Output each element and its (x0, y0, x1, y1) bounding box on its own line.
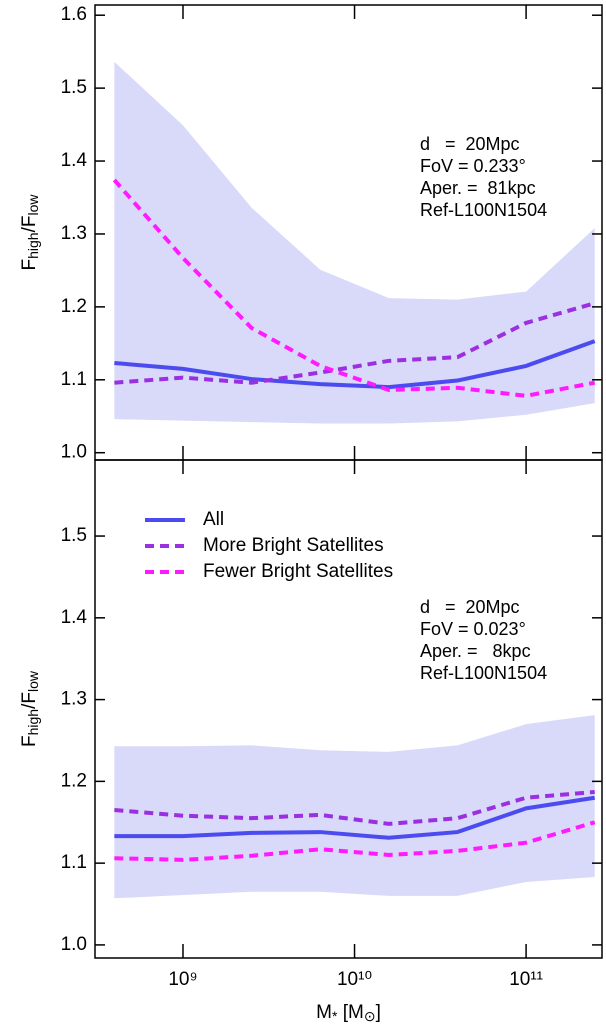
text-part: /F (19, 692, 40, 709)
legend-label: More Bright Satellites (203, 535, 384, 556)
annotation: d = 20Mpc (420, 134, 520, 154)
y-tick-label: 1.6 (61, 4, 87, 25)
text-part: /F (19, 216, 40, 233)
annotation: Ref-L100N1504 (420, 663, 547, 683)
text-part: ] (376, 1002, 381, 1023)
y-axis-label: Fhigh/Flow (19, 670, 41, 747)
legend-label: All (203, 509, 224, 530)
x-tick-label: 10⁹ (168, 969, 197, 990)
scatter-band (114, 715, 595, 899)
y-tick-label: 1.5 (61, 525, 87, 546)
subscript: high (25, 709, 41, 735)
series-line (112, 178, 596, 398)
y-tick-label: 1.3 (61, 689, 87, 710)
subscript: low (25, 194, 41, 216)
y-tick-label: 1.4 (61, 607, 88, 628)
annotation: FoV = 0.023° (420, 619, 526, 639)
legend-label: Fewer Bright Satellites (203, 561, 393, 582)
text-part: M (316, 1002, 332, 1023)
x-axis-label: M* [M⊙] (316, 1002, 381, 1024)
y-tick-label: 1.0 (61, 934, 87, 955)
y-tick-label: 1.2 (61, 770, 87, 791)
y-tick-label: 1.1 (61, 369, 87, 390)
x-tick-label: 10¹¹ (509, 969, 543, 990)
annotation: Aper. = 8kpc (420, 641, 531, 661)
axes-frame (94, 459, 603, 959)
series-line (114, 301, 596, 385)
y-tick-label: 1.3 (61, 223, 87, 244)
series-line (114, 790, 595, 826)
subscript: high (25, 232, 41, 258)
y-tick-label: 1.0 (61, 442, 87, 463)
subscript: * (332, 1008, 338, 1024)
scatter-band (114, 61, 595, 424)
annotation: Aper. = 81kpc (420, 178, 536, 198)
annotation: d = 20Mpc (420, 597, 520, 617)
series-line (114, 795, 596, 840)
series-line (114, 820, 596, 862)
y-tick-label: 1.2 (61, 296, 87, 317)
series-line (114, 339, 596, 390)
subscript: low (25, 670, 41, 692)
text-part: F (19, 735, 40, 747)
y-tick-label: 1.1 (61, 852, 87, 873)
y-tick-label: 1.4 (61, 150, 88, 171)
x-tick-label: 10¹⁰ (337, 969, 372, 990)
text-part: F (19, 259, 40, 271)
annotation: FoV = 0.233° (420, 156, 526, 176)
y-tick-label: 1.5 (61, 77, 87, 98)
text-part: [M (337, 1002, 363, 1023)
y-axis-label: Fhigh/Flow (19, 194, 41, 271)
annotation: Ref-L100N1504 (420, 200, 547, 220)
subscript: ⊙ (364, 1008, 376, 1024)
